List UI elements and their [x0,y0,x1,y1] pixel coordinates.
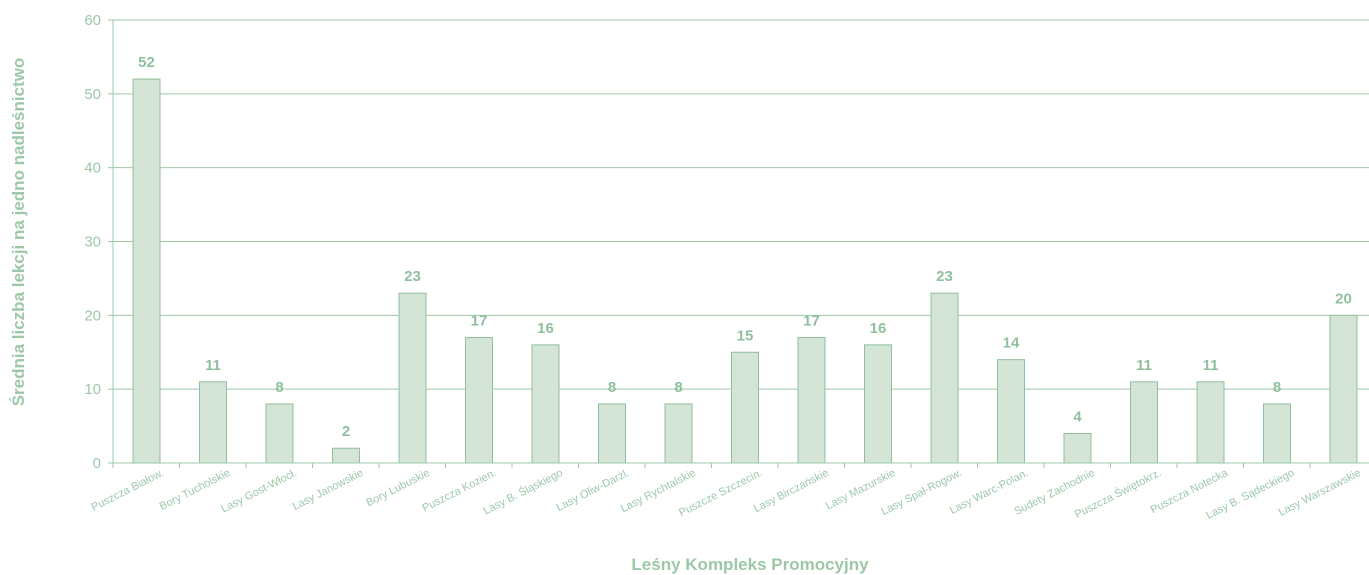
x-tick-label: Puszcza Białow. [90,467,166,514]
bar [997,359,1025,464]
data-label: 17 [803,312,820,329]
bar [731,351,759,464]
data-label: 16 [537,320,554,337]
y-tick-label: 0 [93,455,101,472]
bar [1130,381,1158,464]
x-tick-label: Lasy Birczańskie [752,467,831,515]
y-tick-label: 30 [84,234,101,251]
y-tick-label: 40 [84,160,101,177]
data-label: 23 [404,268,421,285]
bar [1196,381,1225,464]
x-tick-label: Lasy Gost-Włocł. [219,467,299,515]
x-axis-title: Leśny Kompleks Promocyjny [631,555,869,574]
bar [1329,314,1358,464]
y-tick-label: 60 [84,12,101,29]
bar [465,336,493,464]
gridlines [113,19,1369,390]
data-label: 14 [1003,335,1020,352]
y-tick-label: 20 [84,307,101,324]
data-label: 11 [205,357,221,374]
data-label: 8 [674,379,682,396]
bar [598,403,626,464]
bar [332,447,360,464]
bar [265,403,294,464]
bar [664,403,693,464]
data-label: 15 [737,327,754,344]
bar [864,344,892,464]
bar [531,344,560,464]
data-label: 52 [138,54,155,71]
bar [132,78,161,464]
y-tick-label: 50 [84,86,101,103]
data-label: 17 [471,312,488,329]
bar [930,292,959,464]
bar [1263,403,1291,464]
data-label: 11 [1203,357,1219,374]
axes [108,19,1369,468]
y-tick-label: 10 [84,381,101,398]
data-label: 8 [608,379,616,396]
bar [199,381,227,464]
y-axis-title: Średnia liczba lekcji na jedno nadleśnic… [9,58,28,407]
x-tick-label: Lasy Janowskie [291,467,366,513]
data-label: 8 [275,379,283,396]
data-label: 11 [1136,357,1152,374]
data-label: 20 [1335,290,1352,307]
bar [797,336,826,464]
bars [132,78,1358,464]
bar [1063,432,1092,464]
data-label: 4 [1073,408,1082,425]
data-label: 8 [1273,379,1281,396]
data-label: 2 [342,423,350,440]
data-label: 23 [936,268,953,285]
bar [398,292,427,464]
data-label: 16 [870,320,887,337]
